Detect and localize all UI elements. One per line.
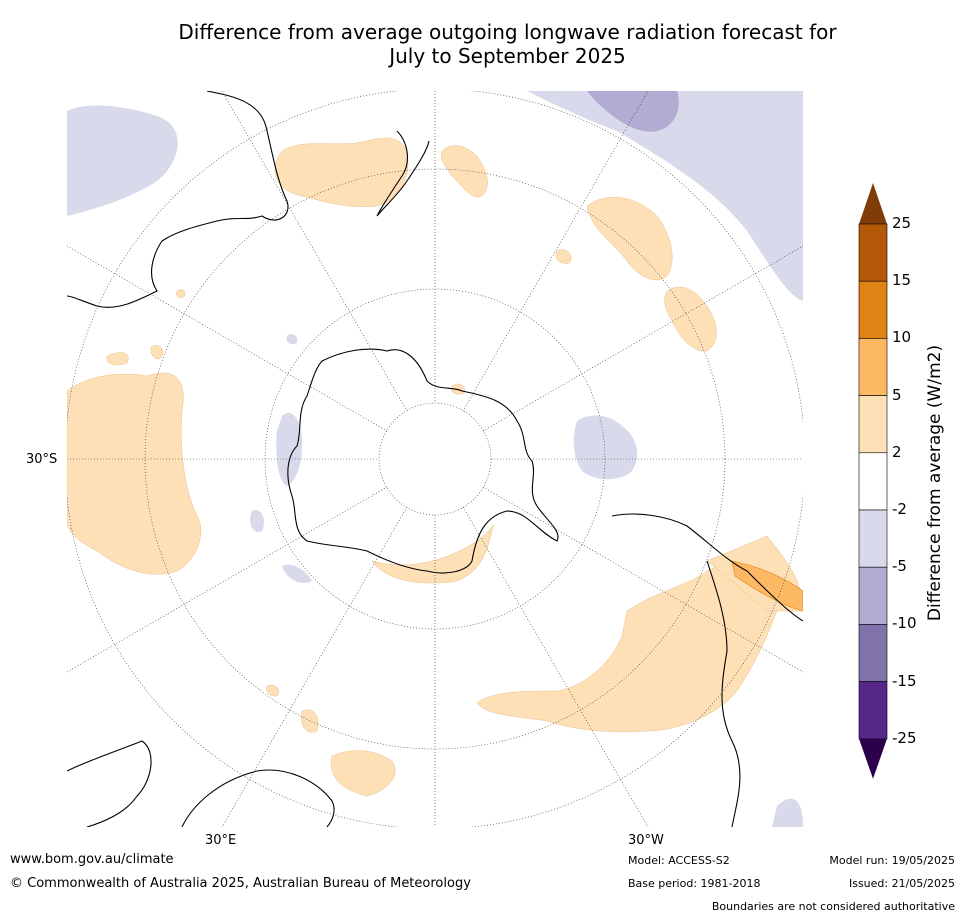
footer-copyright: © Commonwealth of Australia 2025, Austra… <box>10 876 471 891</box>
footer-website[interactable]: www.bom.gov.au/climate <box>10 852 174 867</box>
colorbar-bin <box>858 624 888 682</box>
colorbar-tick-label: -5 <box>892 557 907 576</box>
footer-model-run: Model run: 19/05/2025 <box>829 854 955 867</box>
positive-anomaly-regions <box>67 137 803 797</box>
colorbar-bin <box>858 395 888 454</box>
polar-map <box>67 91 803 827</box>
footer-model: Model: ACCESS-S2 <box>628 854 730 867</box>
colorbar-bin <box>858 509 888 568</box>
colorbar-tick-label: 2 <box>892 442 902 461</box>
negative-anomaly-regions <box>67 91 803 827</box>
lon-label-30w: 30°W <box>628 833 664 848</box>
colorbar-tick-label: -2 <box>892 500 907 518</box>
footer-disclaimer: Boundaries are not considered authoritat… <box>711 900 955 913</box>
coastlines <box>67 91 803 827</box>
colorbar-bin <box>858 681 888 740</box>
colorbar-extend-min <box>859 738 887 779</box>
moderate-negative-region <box>587 91 679 132</box>
chart-title: Difference from average outgoing longwav… <box>0 20 965 68</box>
colorbar-tick-label: -10 <box>892 614 917 633</box>
title-line-1: Difference from average outgoing longwav… <box>178 20 837 44</box>
graticule <box>67 91 803 827</box>
colorbar-tick-label: 25 <box>892 214 912 232</box>
title-line-2: July to September 2025 <box>389 44 626 68</box>
colorbar-tick-label: -25 <box>892 728 917 747</box>
colorbar-tick-label: 15 <box>892 271 912 290</box>
colorbar-extend-max <box>859 183 887 224</box>
colorbar-bins <box>858 183 888 779</box>
colorbar-bin <box>858 338 888 396</box>
footer-base-period: Base period: 1981-2018 <box>628 877 761 890</box>
colorbar-bin <box>858 280 888 339</box>
footer-issued: Issued: 21/05/2025 <box>848 877 955 890</box>
lat-label-30s: 30°S <box>26 452 58 467</box>
colorbar-tick-label: 5 <box>892 385 902 404</box>
antarctica-coastline <box>287 348 559 574</box>
colorbar-tick-label: -15 <box>892 671 917 690</box>
colorbar-tick-label: 10 <box>892 328 912 347</box>
colorbar-bin <box>858 223 888 282</box>
colorbar-bin <box>858 566 888 625</box>
colorbar <box>858 183 888 779</box>
colorbar-bin <box>858 452 888 511</box>
colorbar-title: Difference from average (W/m2) <box>925 344 945 622</box>
lon-label-30e: 30°E <box>205 833 237 848</box>
